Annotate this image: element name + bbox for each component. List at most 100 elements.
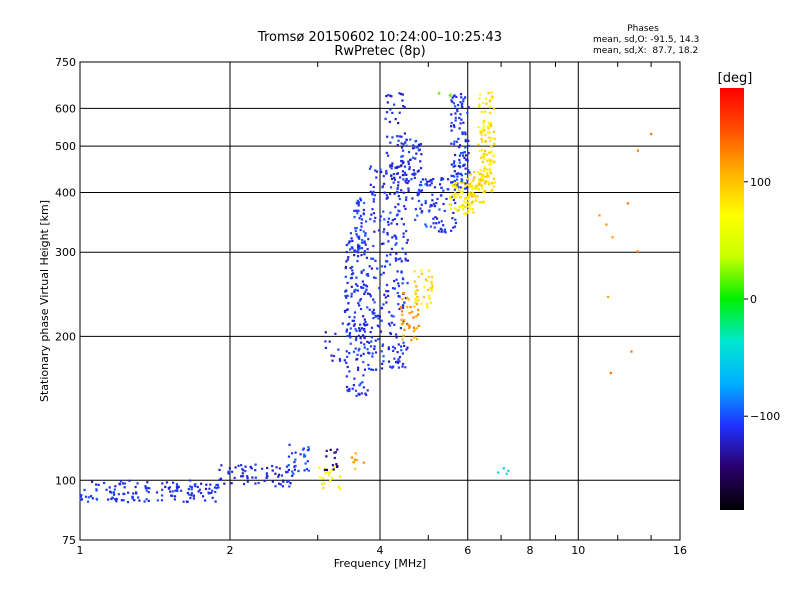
data-point	[364, 392, 367, 395]
data-point	[478, 182, 481, 185]
data-point	[122, 499, 125, 502]
data-point	[485, 180, 488, 184]
data-point	[470, 185, 474, 188]
data-point	[492, 177, 496, 180]
data-point	[227, 472, 230, 475]
data-point	[396, 360, 399, 363]
data-point	[490, 150, 493, 153]
chart-subtitle: RwPretec (8p)	[334, 44, 425, 59]
data-point	[347, 256, 350, 259]
data-point	[412, 330, 415, 333]
data-point	[454, 116, 457, 119]
data-point	[493, 107, 496, 110]
data-point	[216, 483, 219, 486]
data-point	[368, 293, 372, 296]
data-point	[334, 332, 337, 335]
data-point	[391, 236, 394, 239]
data-point	[401, 306, 405, 309]
data-point	[373, 220, 376, 223]
data-point	[353, 215, 356, 219]
data-point	[474, 196, 478, 199]
data-point	[343, 359, 346, 362]
data-point	[401, 304, 405, 307]
data-point	[365, 256, 369, 259]
data-point	[349, 277, 353, 280]
data-point	[453, 160, 456, 163]
data-point	[468, 185, 471, 189]
data-point	[277, 473, 281, 476]
data-point	[337, 485, 341, 488]
y-tick-label: 750	[55, 56, 76, 69]
data-point	[111, 496, 114, 500]
data-point	[410, 310, 414, 313]
data-point	[396, 270, 399, 273]
data-point	[211, 496, 214, 499]
data-point	[489, 139, 492, 142]
data-point	[427, 210, 431, 213]
data-point	[368, 352, 371, 355]
data-point	[205, 483, 208, 486]
data-point	[372, 316, 375, 320]
data-point	[372, 276, 376, 279]
data-point	[287, 464, 290, 467]
data-point	[489, 159, 492, 162]
data-point	[306, 449, 309, 452]
data-point	[401, 313, 404, 317]
data-point	[481, 160, 484, 164]
data-point	[282, 480, 285, 483]
data-point	[366, 323, 369, 326]
data-point	[369, 345, 373, 348]
data-point	[115, 497, 118, 501]
data-point	[410, 339, 413, 342]
data-point	[386, 231, 389, 235]
data-point	[414, 299, 417, 302]
data-point	[420, 189, 424, 192]
data-point	[403, 106, 406, 109]
data-point	[370, 336, 373, 339]
data-point	[240, 464, 243, 467]
data-point	[108, 486, 111, 489]
data-point	[355, 227, 358, 230]
data-point	[131, 496, 134, 499]
data-point	[345, 375, 348, 378]
data-point	[367, 274, 370, 278]
data-point	[366, 248, 369, 251]
data-point	[417, 188, 421, 191]
data-point	[430, 289, 433, 292]
data-point	[402, 223, 405, 226]
data-point	[393, 287, 397, 290]
data-point	[374, 315, 378, 318]
data-point	[363, 323, 366, 327]
data-point	[143, 500, 146, 503]
data-point	[482, 200, 485, 203]
data-point	[171, 481, 175, 484]
data-point	[345, 260, 348, 263]
data-point	[377, 229, 381, 232]
data-point	[411, 197, 414, 200]
data-point	[375, 176, 378, 179]
data-point	[324, 346, 328, 349]
data-point	[461, 105, 464, 109]
data-point	[387, 360, 391, 363]
data-point	[372, 312, 375, 315]
data-point	[456, 103, 460, 107]
data-point	[233, 476, 236, 480]
data-point	[304, 462, 307, 465]
data-point	[385, 260, 388, 263]
data-point	[360, 247, 364, 250]
data-point	[448, 94, 451, 97]
data-point	[368, 265, 371, 268]
data-point	[175, 483, 179, 486]
data-point	[362, 328, 366, 331]
data-point	[415, 146, 419, 149]
data-point	[385, 283, 389, 287]
data-point	[392, 345, 395, 348]
data-point	[358, 217, 361, 220]
data-point	[257, 481, 260, 485]
data-point	[361, 315, 365, 318]
data-point	[466, 169, 470, 172]
data-point	[482, 169, 485, 173]
data-point	[396, 165, 399, 169]
data-point	[148, 487, 151, 490]
data-point	[303, 453, 306, 456]
